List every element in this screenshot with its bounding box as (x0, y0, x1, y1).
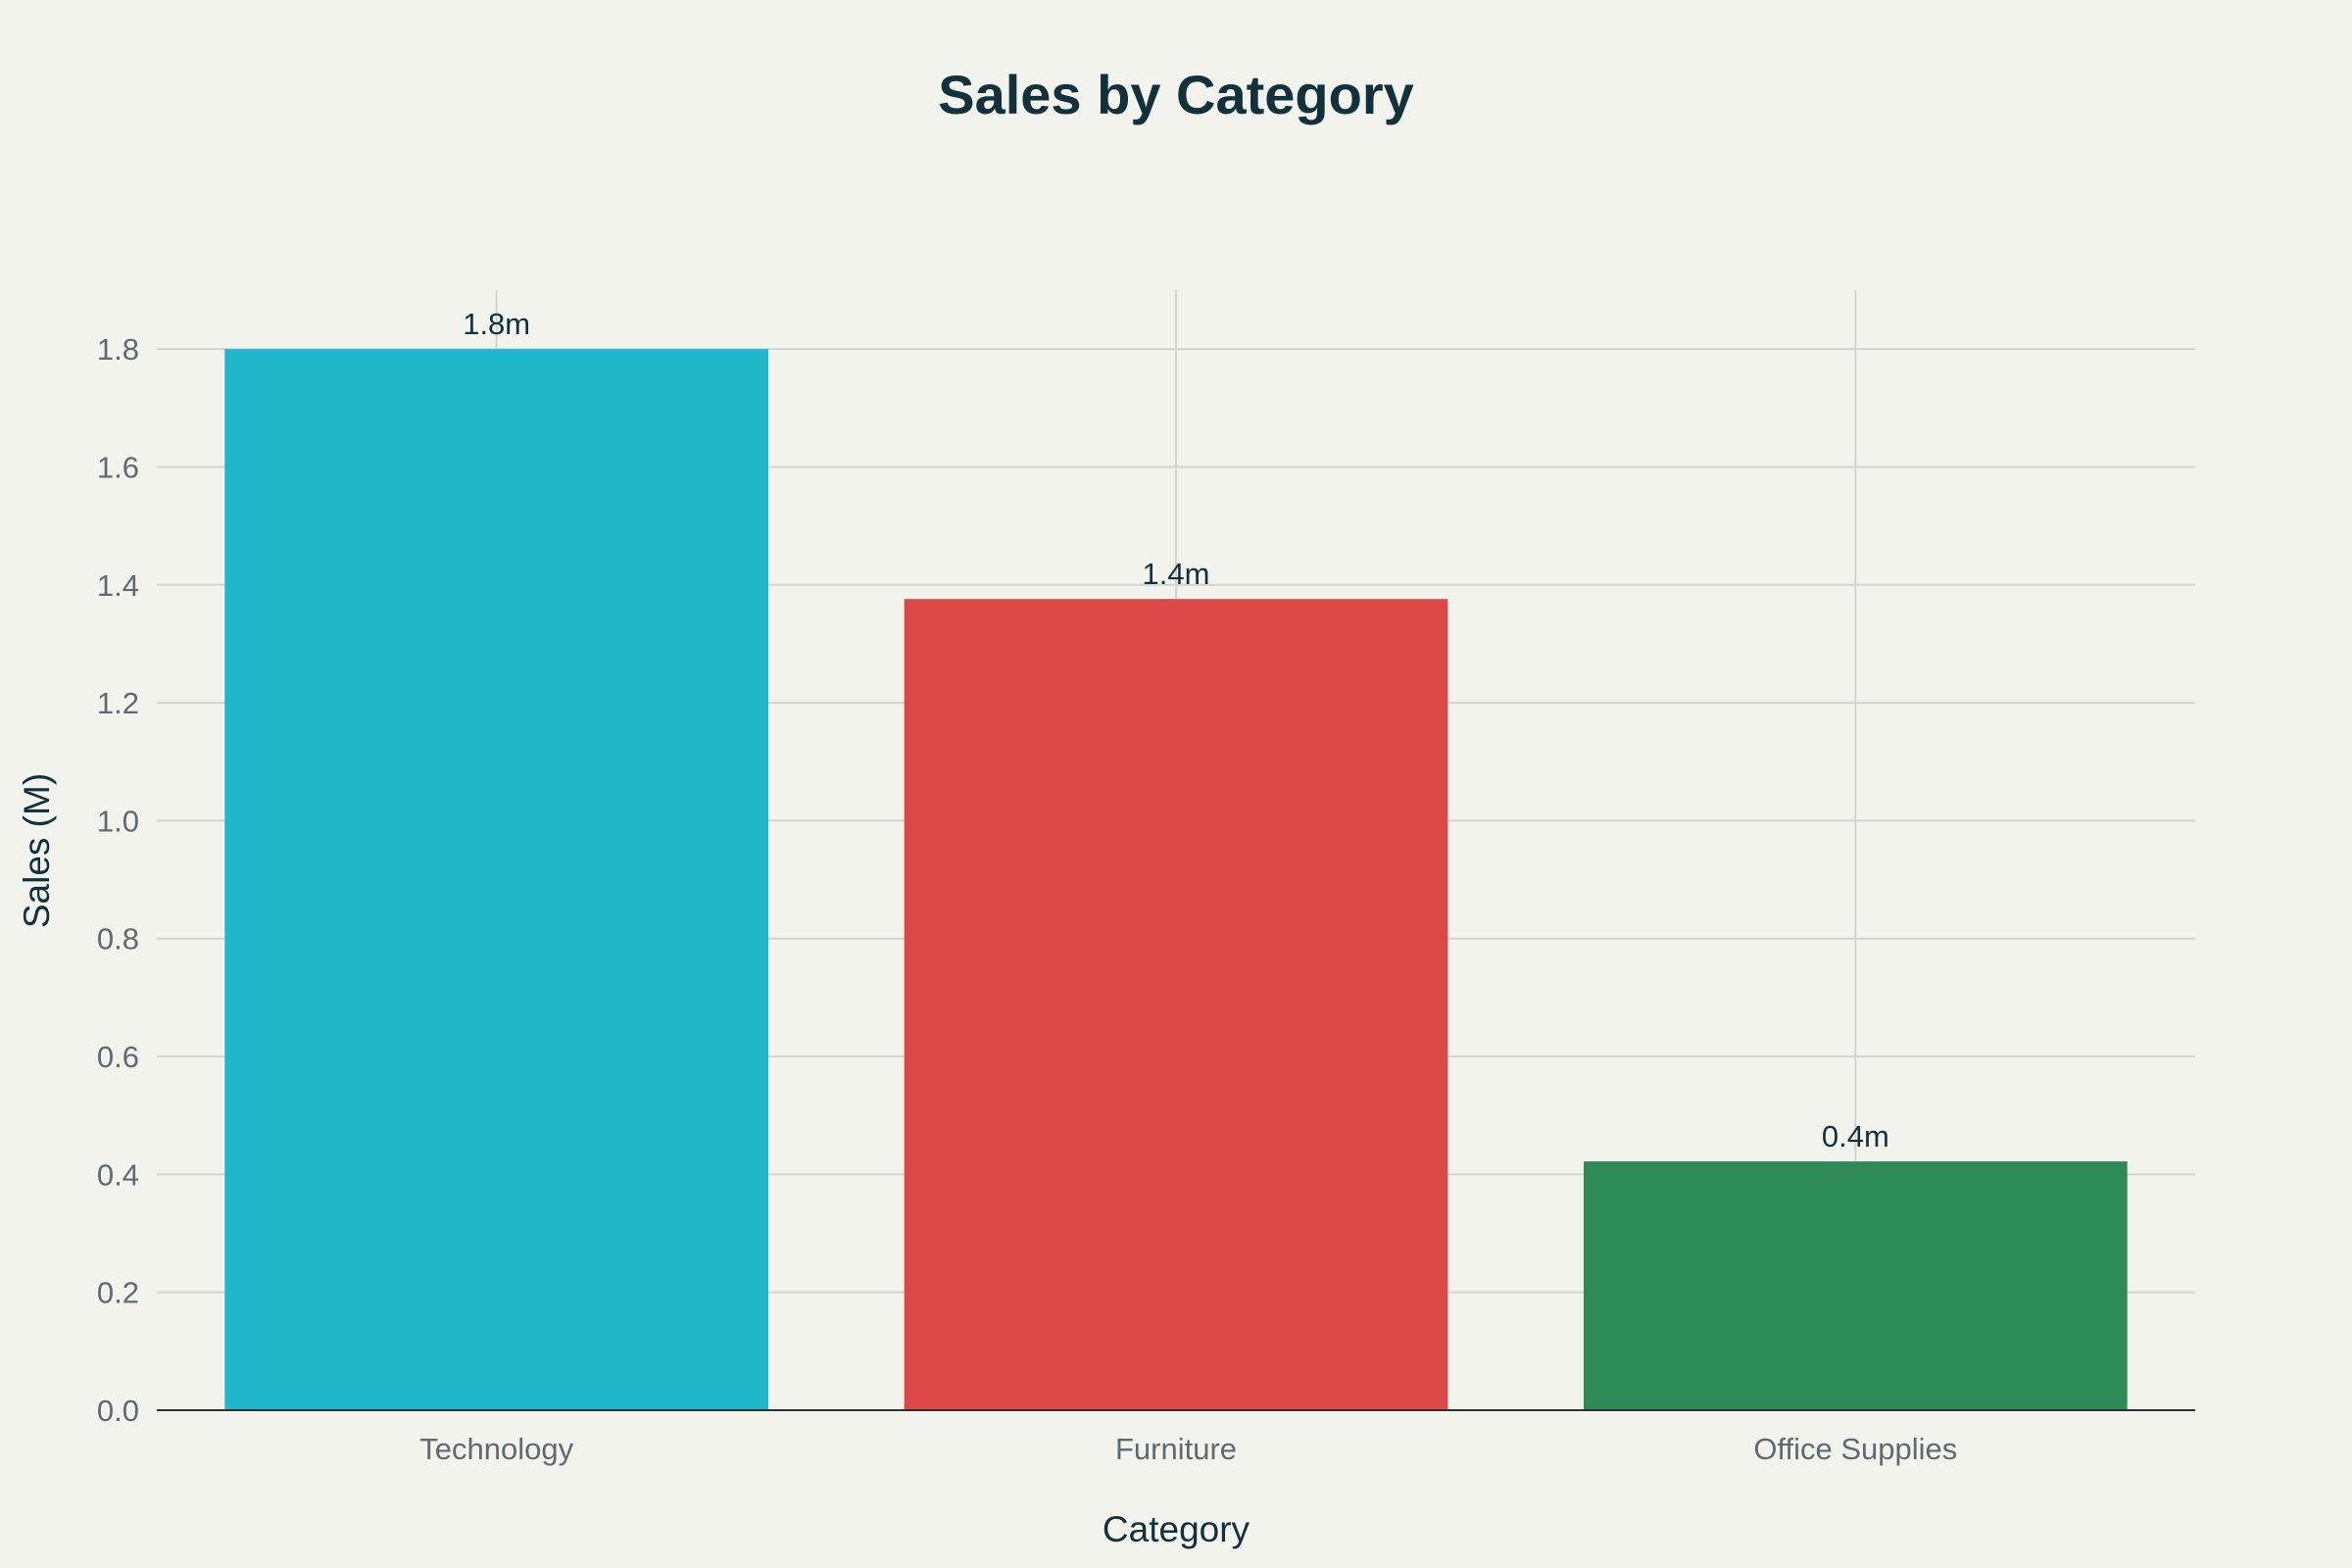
y-tick-label: 0.6 (97, 1040, 139, 1074)
bar-furniture (905, 599, 1448, 1410)
y-tick-label: 1.2 (97, 686, 139, 720)
data-label-technology: 1.8m (463, 307, 530, 341)
y-tick-label: 1.0 (97, 804, 139, 838)
y-tick-label: 1.6 (97, 450, 139, 484)
y-tick-label: 0.2 (97, 1276, 139, 1310)
y-tick-label: 1.8 (97, 332, 139, 367)
data-label-office-supplies: 0.4m (1822, 1119, 1889, 1153)
x-tick-label-furniture: Furniture (1115, 1432, 1237, 1466)
bar-technology (224, 349, 768, 1410)
x-axis-title: Category (1102, 1509, 1250, 1549)
y-tick-label: 0.0 (97, 1394, 139, 1428)
data-label-furniture: 1.4m (1143, 557, 1210, 591)
y-axis-ticks: 0.0 0.2 0.4 0.6 0.8 1.0 1.2 1.4 1.6 1.8 (97, 332, 139, 1428)
y-axis-title: Sales (M) (17, 773, 57, 928)
x-tick-label-technology: Technology (419, 1432, 573, 1466)
x-tick-label-office-supplies: Office Supplies (1753, 1432, 1957, 1466)
bar-office-supplies (1584, 1161, 2128, 1410)
y-tick-label: 0.8 (97, 922, 139, 956)
y-tick-label: 0.4 (97, 1157, 139, 1192)
x-axis-ticks: Technology Furniture Office Supplies (419, 1432, 1957, 1466)
chart-title: Sales by Category (938, 64, 1414, 125)
y-tick-label: 1.4 (97, 568, 139, 603)
